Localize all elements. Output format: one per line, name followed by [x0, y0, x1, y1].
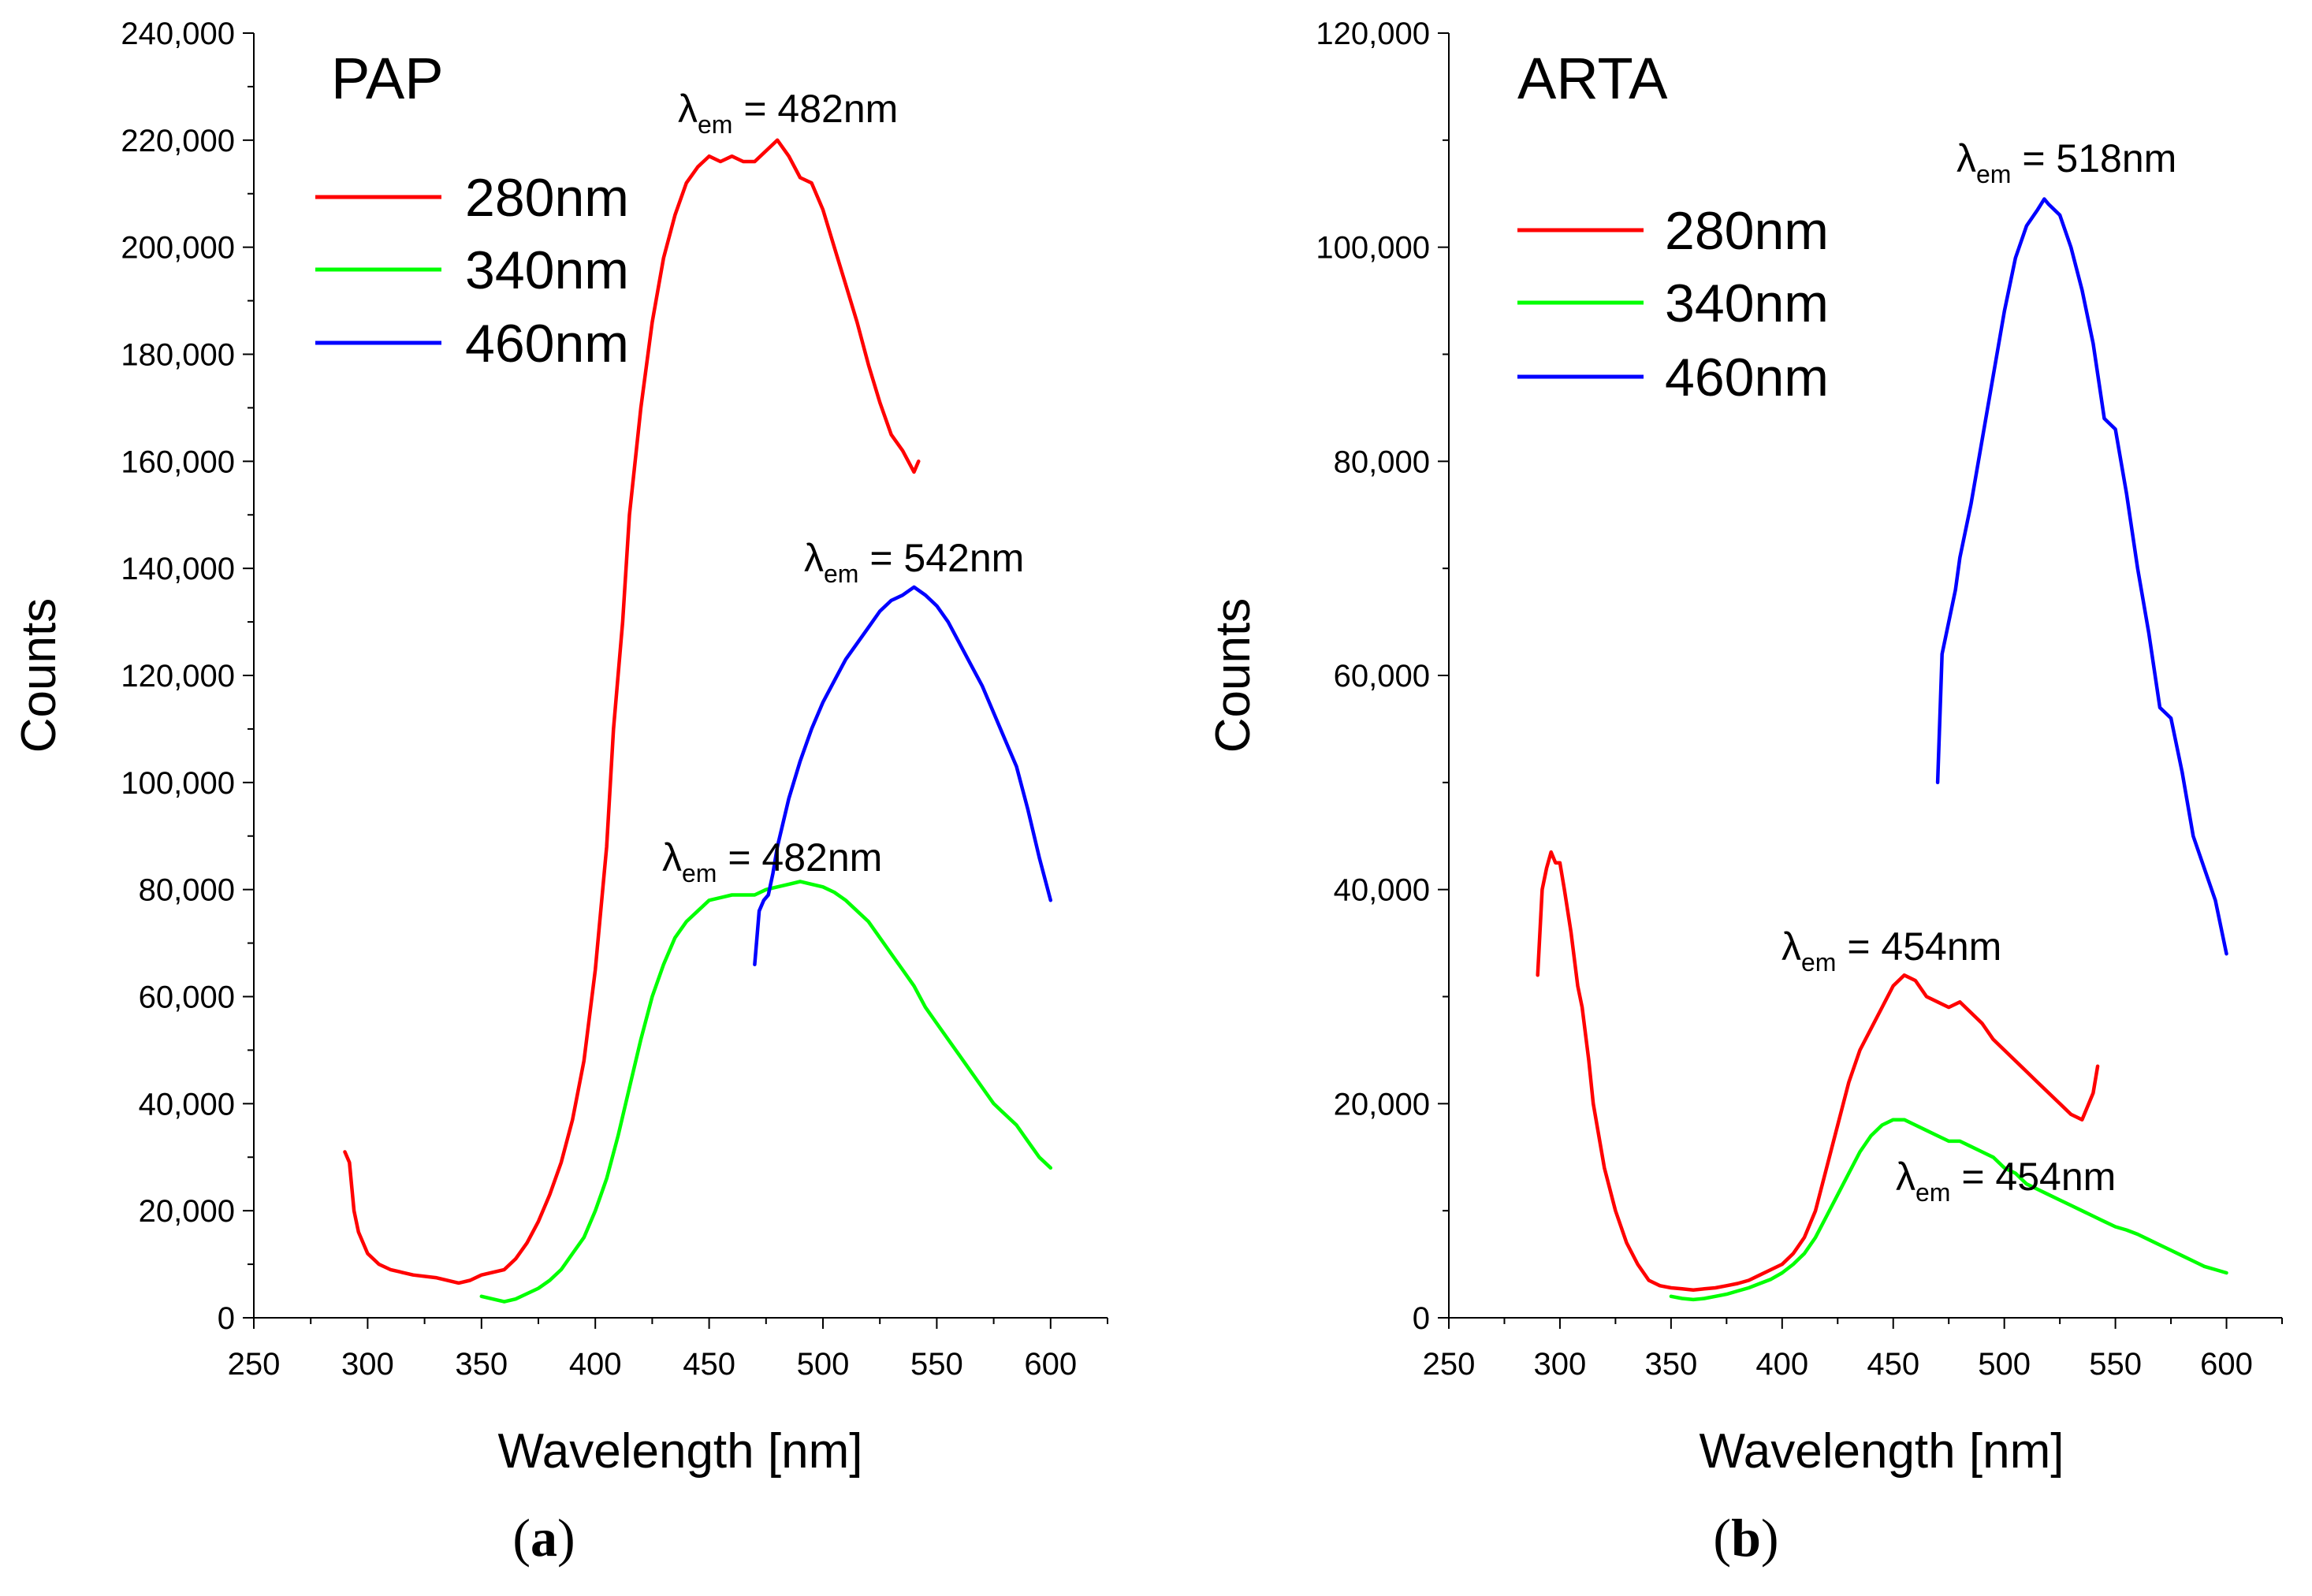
legend-label-460nm: 460nm — [1665, 348, 1829, 407]
y-tick-label: 100,000 — [121, 766, 235, 801]
legend-label-460nm: 460nm — [465, 314, 629, 374]
x-tick-label: 350 — [1644, 1347, 1697, 1382]
y-tick-label: 80,000 — [139, 873, 235, 908]
x-tick-label: 600 — [1024, 1347, 1077, 1382]
y-tick-label: 20,000 — [139, 1194, 235, 1229]
series-line-280nm — [343, 138, 921, 1285]
x-tick-label: 550 — [910, 1347, 963, 1382]
peak-annotation: λem = 454nm — [1781, 924, 2001, 977]
y-tick-label: 180,000 — [121, 338, 235, 373]
y-tick-label: 140,000 — [121, 552, 235, 586]
y-tick-label: 120,000 — [121, 659, 235, 694]
series-line-280nm — [1536, 850, 2100, 1292]
y-tick-label: 20,000 — [1334, 1087, 1430, 1122]
y-tick-label: 60,000 — [139, 980, 235, 1015]
panel-title: ARTA — [1517, 46, 1668, 111]
x-tick-label: 400 — [569, 1347, 622, 1382]
x-tick-label: 450 — [1867, 1347, 1919, 1382]
y-tick-label: 200,000 — [121, 231, 235, 266]
x-tick-label: 300 — [1534, 1347, 1587, 1382]
peak-annotation: λem = 482nm — [678, 87, 898, 139]
legend-label-280nm: 280nm — [465, 168, 629, 228]
y-tick-label: 240,000 — [121, 17, 235, 51]
x-tick-label: 550 — [2089, 1347, 2142, 1382]
panel-b: 0 20,000 40,000 60,000 80,000 100,000 120,000 2… — [1206, 17, 2283, 1568]
panel-caption: (a) — [512, 1508, 575, 1568]
x-axis-title: Wavelength [nm] — [1700, 1424, 2064, 1479]
panel-caption: (b) — [1713, 1508, 1778, 1568]
panel-title: PAP — [331, 46, 444, 111]
legend-label-340nm: 340nm — [465, 240, 629, 300]
x-tick-label: 250 — [1423, 1347, 1476, 1382]
series-line-340nm — [1669, 1118, 2228, 1302]
x-tick-label: 600 — [2200, 1347, 2253, 1382]
series-line-340nm — [479, 880, 1053, 1304]
y-tick-label: 220,000 — [121, 124, 235, 158]
series-line-460nm — [753, 585, 1053, 967]
y-tick-label: 0 — [218, 1301, 235, 1336]
legend-label-340nm: 340nm — [1665, 273, 1829, 333]
x-tick-label: 500 — [797, 1347, 850, 1382]
x-tick-label: 500 — [1978, 1347, 2031, 1382]
peak-annotation: λem = 518nm — [1956, 136, 2176, 188]
y-tick-label: 60,000 — [1334, 659, 1430, 694]
y-tick-label: 160,000 — [121, 445, 235, 479]
x-tick-label: 300 — [341, 1347, 394, 1382]
x-axis-title: Wavelength [nm] — [498, 1424, 863, 1479]
peak-annotation: λem = 454nm — [1896, 1155, 2116, 1207]
x-tick-label: 450 — [683, 1347, 735, 1382]
peak-annotation: λem = 482nm — [662, 835, 882, 887]
x-tick-label: 250 — [228, 1347, 281, 1382]
y-tick-label: 100,000 — [1316, 231, 1430, 266]
y-tick-label: 80,000 — [1334, 445, 1430, 479]
panel-a: 0 20,000 40,000 60,000 80,000 100,000 120,000 1… — [12, 17, 1108, 1568]
legend-label-280nm: 280nm — [1665, 201, 1829, 261]
y-axis-title: Counts — [1206, 598, 1260, 753]
series-line-460nm — [1935, 197, 2228, 956]
y-tick-label: 120,000 — [1316, 17, 1430, 51]
peak-annotation: λem = 542nm — [804, 536, 1024, 588]
y-tick-label: 0 — [1413, 1301, 1430, 1336]
x-tick-label: 350 — [455, 1347, 508, 1382]
x-tick-label: 400 — [1755, 1347, 1808, 1382]
y-tick-label: 40,000 — [139, 1087, 235, 1122]
y-axis-title: Counts — [12, 598, 66, 753]
y-tick-label: 40,000 — [1334, 873, 1430, 908]
